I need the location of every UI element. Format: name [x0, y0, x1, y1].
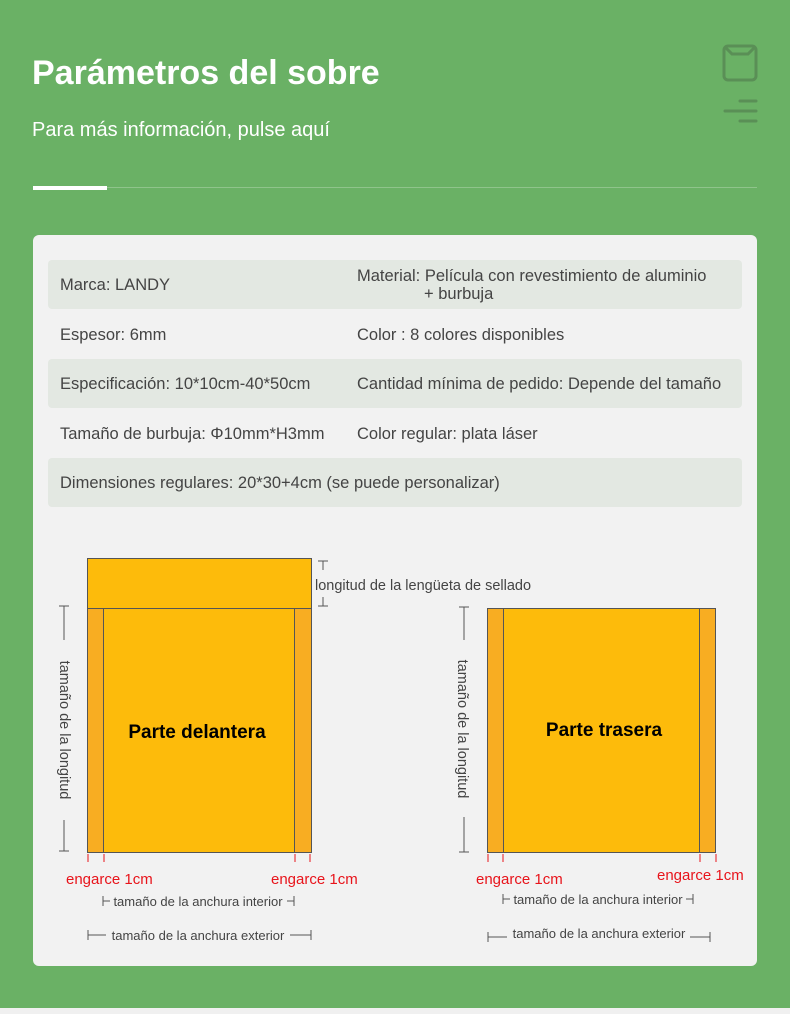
back-length-dimension [459, 606, 469, 853]
back-label: Parte trasera [546, 720, 663, 741]
more-info-link[interactable]: Para más información, pulse aquí [32, 119, 330, 141]
back-inner-width-dimension [502, 894, 694, 904]
spec-material: Material: Película con revestimiento de … [357, 260, 706, 309]
crimp-label: engarce 1cm [476, 871, 563, 888]
front-length-label: tamaño de la longitud [56, 661, 72, 800]
front-outer-width-label: tamaño de la anchura exterior [112, 928, 285, 943]
crimp-ticks [87, 854, 717, 862]
back-inner-width-label: tamaño de la anchura interior [513, 892, 683, 907]
flap-label: longitud de la lengüeta de sellado [315, 578, 531, 594]
spec-row: Especificación: 10*10cm-40*50cm Cantidad… [48, 359, 742, 408]
page-title: Parámetros del sobre [32, 54, 380, 92]
spec-row: Tamaño de burbuja: Φ10mm*H3mm Color regu… [48, 409, 742, 458]
spec-material-line2: + burbuja [424, 284, 494, 303]
envelope-icon[interactable] [722, 44, 758, 84]
back-length-label: tamaño de la longitud [454, 660, 470, 799]
spec-bubble-size: Tamaño de burbuja: Φ10mm*H3mm [60, 424, 325, 443]
menu-icon[interactable] [722, 98, 760, 126]
active-indicator [33, 186, 107, 190]
front-inner-width-label: tamaño de la anchura interior [113, 894, 283, 909]
front-label: Parte delantera [128, 722, 266, 743]
front-length-dimension [59, 605, 69, 852]
front-inner-width-dimension [102, 896, 295, 906]
spec-specification: Especificación: 10*10cm-40*50cm [60, 374, 311, 393]
spec-brand: Marca: LANDY [60, 275, 171, 294]
front-flap [87, 558, 312, 609]
spec-row: Marca: LANDY Material: Película con reve… [48, 260, 742, 309]
spec-thickness: Espesor: 6mm [60, 325, 167, 344]
spec-regular-color: Color regular: plata láser [357, 424, 538, 443]
back-outer-width-dimension [487, 932, 711, 942]
spec-row: Espesor: 6mm Color : 8 colores disponibl… [48, 310, 742, 359]
flap-dimension [318, 560, 328, 607]
footer-strip [0, 1008, 790, 1014]
back-outer-width-label: tamaño de la anchura exterior [513, 926, 686, 941]
spec-color: Color : 8 colores disponibles [357, 325, 565, 344]
front-outer-width-dimension [87, 930, 312, 940]
spec-dimensions: Dimensiones regulares: 20*30+4cm (se pue… [60, 473, 500, 492]
spec-row: Dimensiones regulares: 20*30+4cm (se pue… [48, 458, 742, 507]
crimp-label: engarce 1cm [66, 871, 153, 888]
spec-moq: Cantidad mínima de pedido: Depende del t… [357, 374, 722, 393]
back-inner [503, 608, 700, 853]
front-inner [103, 608, 295, 853]
crimp-label: engarce 1cm [657, 867, 744, 884]
spec-material-line1: Material: Película con revestimiento de … [357, 266, 707, 285]
divider [33, 187, 757, 188]
crimp-label: engarce 1cm [271, 871, 358, 888]
